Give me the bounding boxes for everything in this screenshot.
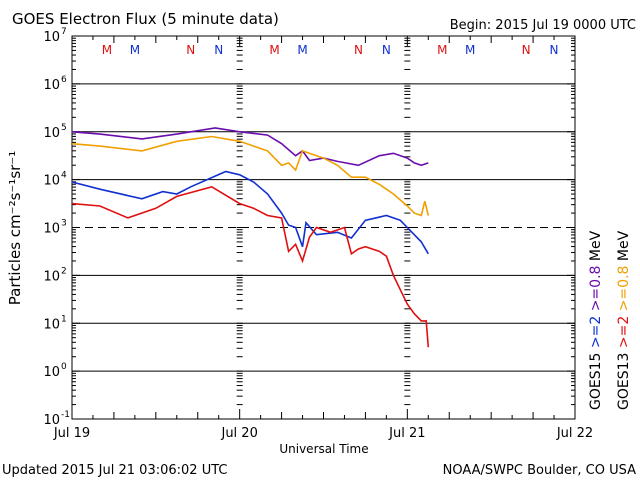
- y-tick-exponent: 4: [61, 171, 67, 181]
- legend-text: >=0.8: [588, 266, 604, 316]
- y-tick-exponent: 5: [61, 123, 67, 133]
- x-tick-label: Jul 22: [556, 426, 593, 441]
- event-marker: M: [437, 43, 447, 57]
- chart-title: GOES Electron Flux (5 minute data): [12, 10, 279, 28]
- begin-label: Begin: 2015 Jul 19 0000 UTC: [450, 18, 636, 33]
- x-tick-label: Jul 21: [388, 426, 425, 441]
- legend-text: >=0.8: [616, 266, 632, 316]
- y-tick-exponent: 7: [61, 27, 67, 37]
- legend-text: MeV: [588, 230, 604, 265]
- y-tick-label: 10: [43, 317, 60, 332]
- updated-label: Updated 2015 Jul 21 03:06:02 UTC: [2, 463, 227, 478]
- legend-text: GOES15: [588, 348, 604, 410]
- legend-text: >=2: [616, 316, 632, 348]
- event-marker: N: [550, 43, 559, 57]
- y-axis-label: Particles cm⁻²s⁻¹sr⁻¹: [6, 151, 24, 305]
- y-tick-exponent: 3: [61, 219, 67, 229]
- y-tick-label: 10: [43, 30, 60, 45]
- legend-entry: GOES15 >=2 >=0.8 MeV: [588, 230, 604, 410]
- credit-label: NOAA/SWPC Boulder, CO USA: [443, 463, 636, 478]
- event-marker: N: [522, 43, 531, 57]
- series-line-goes13-08: [71, 135, 430, 217]
- y-tick-exponent: -1: [61, 410, 70, 420]
- event-marker: M: [269, 43, 279, 57]
- legend-text: MeV: [616, 230, 632, 265]
- y-tick-exponent: 0: [61, 362, 67, 372]
- x-axis-label: Universal Time: [279, 442, 368, 456]
- series-line-goes15-2: [71, 170, 429, 255]
- y-tick-exponent: 1: [61, 314, 67, 324]
- event-marker: M: [130, 43, 140, 57]
- x-tick-label: Jul 20: [220, 426, 257, 441]
- y-tick-label: 10: [43, 78, 60, 93]
- legend-text: >=2: [588, 316, 604, 348]
- legend-text: GOES13: [616, 348, 632, 410]
- y-tick-label: 10: [43, 269, 60, 284]
- series-line-goes13-2: [71, 185, 430, 348]
- legend-entry: GOES13 >=2 >=0.8 MeV: [616, 230, 632, 410]
- event-marker: M: [297, 43, 307, 57]
- y-tick-exponent: 6: [61, 75, 67, 85]
- event-marker: N: [186, 43, 195, 57]
- event-marker: N: [214, 43, 223, 57]
- x-tick-label: Jul 19: [53, 426, 90, 441]
- event-marker: M: [465, 43, 475, 57]
- event-marker: N: [354, 43, 363, 57]
- y-tick-label: 10: [43, 222, 60, 237]
- event-marker: M: [102, 43, 112, 57]
- y-tick-label: 10: [43, 365, 60, 380]
- y-tick-label: 10: [43, 174, 60, 189]
- event-marker: N: [382, 43, 391, 57]
- y-tick-label: 10: [43, 126, 60, 141]
- y-tick-exponent: 2: [61, 266, 67, 276]
- series-line-goes15-08: [71, 127, 429, 167]
- y-tick-label: 10: [43, 413, 60, 428]
